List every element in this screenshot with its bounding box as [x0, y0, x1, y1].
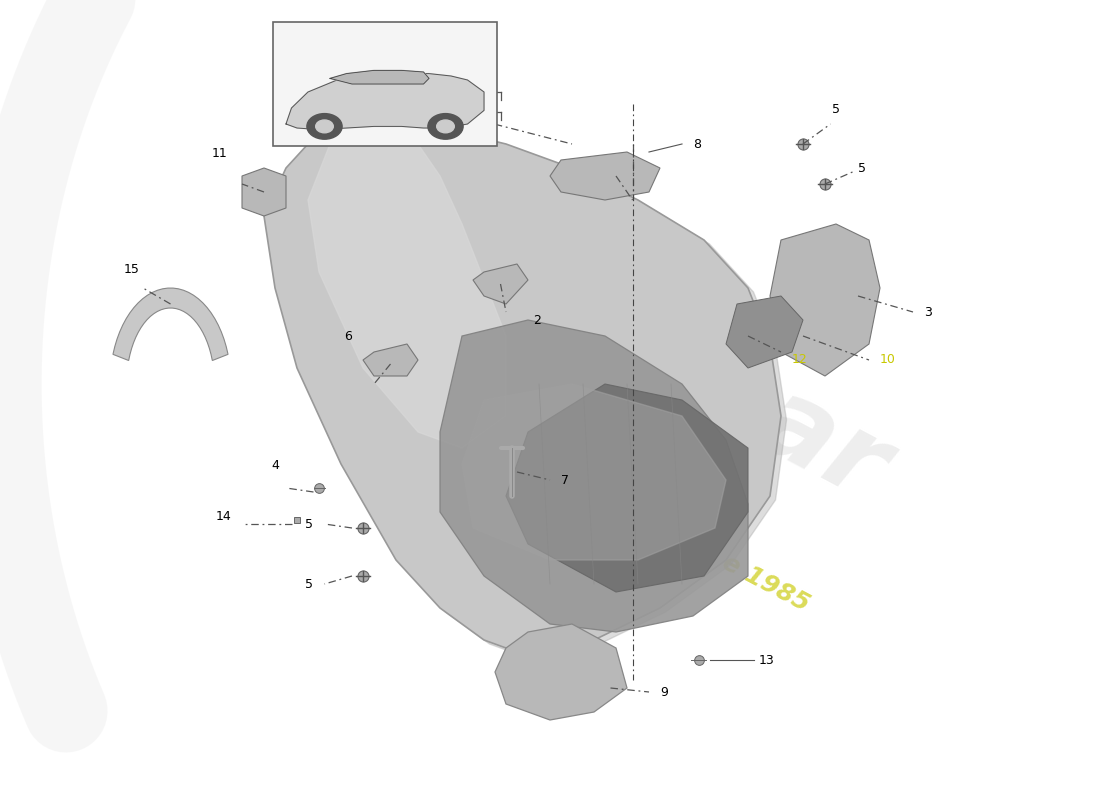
Polygon shape: [264, 120, 781, 656]
Text: 15: 15: [124, 263, 140, 276]
Text: 7: 7: [561, 474, 569, 486]
Polygon shape: [440, 320, 748, 632]
Text: 5: 5: [832, 103, 840, 116]
Polygon shape: [550, 152, 660, 200]
Text: 11: 11: [212, 147, 228, 160]
Text: 2: 2: [474, 93, 483, 106]
Polygon shape: [270, 124, 786, 660]
Polygon shape: [726, 296, 803, 368]
Circle shape: [307, 114, 342, 139]
Text: 9: 9: [660, 686, 668, 698]
Text: 8: 8: [693, 138, 701, 150]
Text: 2: 2: [534, 314, 541, 326]
Polygon shape: [495, 624, 627, 720]
FancyBboxPatch shape: [273, 22, 497, 146]
Text: 1: 1: [474, 71, 483, 84]
Text: 13: 13: [759, 654, 774, 666]
Polygon shape: [363, 344, 418, 376]
Polygon shape: [770, 224, 880, 376]
Text: a passion for parts, since 1985: a passion for parts, since 1985: [418, 391, 814, 617]
Polygon shape: [113, 288, 228, 361]
Text: 10: 10: [880, 354, 895, 366]
Text: 14: 14: [216, 510, 231, 522]
Text: 6: 6: [344, 330, 352, 342]
Polygon shape: [308, 128, 506, 448]
Text: eurOcar: eurOcar: [415, 195, 905, 525]
Polygon shape: [286, 74, 484, 130]
Text: 5: 5: [306, 578, 313, 590]
Polygon shape: [473, 264, 528, 304]
Polygon shape: [330, 70, 429, 84]
Text: 5: 5: [858, 162, 866, 174]
Circle shape: [437, 120, 454, 133]
Text: 4: 4: [271, 459, 279, 472]
Circle shape: [316, 120, 333, 133]
Text: 12: 12: [792, 354, 807, 366]
Text: 5: 5: [306, 518, 313, 530]
Polygon shape: [242, 168, 286, 216]
Circle shape: [428, 114, 463, 139]
Text: 3: 3: [924, 306, 932, 318]
Polygon shape: [506, 384, 748, 592]
Polygon shape: [462, 384, 726, 560]
